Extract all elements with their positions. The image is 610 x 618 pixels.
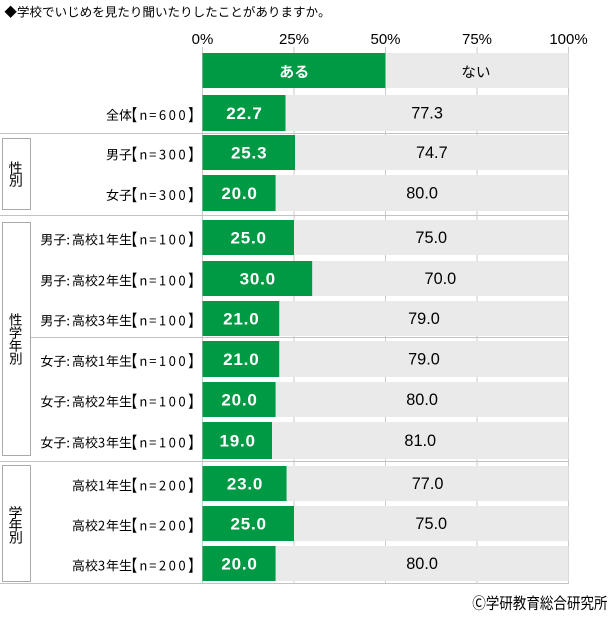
svg-text:20.0: 20.0: [221, 184, 257, 203]
svg-text:70.0: 70.0: [425, 270, 457, 288]
svg-text:100%: 100%: [549, 31, 587, 48]
svg-text:81.0: 81.0: [404, 432, 436, 450]
svg-text:25.0: 25.0: [231, 228, 267, 247]
svg-text:21.0: 21.0: [223, 350, 259, 369]
svg-text:19.0: 19.0: [220, 431, 256, 450]
svg-text:75%: 75%: [462, 31, 492, 48]
svg-text:80.0: 80.0: [406, 391, 438, 409]
svg-text:80.0: 80.0: [406, 555, 438, 573]
svg-text:75.0: 75.0: [415, 515, 447, 533]
svg-text:80.0: 80.0: [406, 185, 438, 203]
svg-text:25.3: 25.3: [231, 143, 267, 162]
svg-text:75.0: 75.0: [415, 229, 447, 247]
svg-text:50%: 50%: [370, 31, 400, 48]
svg-text:77.3: 77.3: [411, 105, 443, 123]
svg-text:20.0: 20.0: [221, 390, 257, 409]
svg-text:23.0: 23.0: [227, 474, 263, 493]
svg-text:79.0: 79.0: [408, 351, 440, 369]
svg-text:25.0: 25.0: [231, 514, 267, 533]
svg-text:25%: 25%: [279, 31, 309, 48]
svg-text:79.0: 79.0: [408, 310, 440, 328]
svg-text:77.0: 77.0: [412, 475, 444, 493]
svg-text:30.0: 30.0: [240, 269, 276, 288]
svg-text:20.0: 20.0: [221, 554, 257, 573]
svg-text:22.7: 22.7: [226, 104, 262, 123]
svg-text:74.7: 74.7: [416, 144, 448, 162]
svg-text:21.0: 21.0: [223, 309, 259, 328]
svg-text:0%: 0%: [192, 31, 214, 48]
